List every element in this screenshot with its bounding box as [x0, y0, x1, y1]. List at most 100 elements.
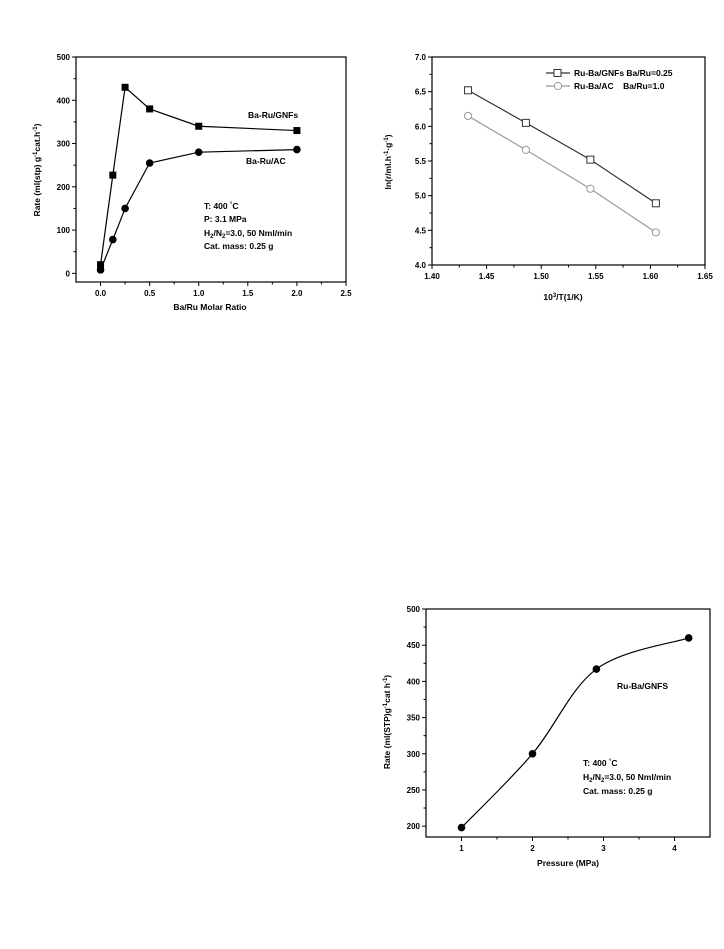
data-point-open-circle: [586, 184, 595, 193]
data-point-square: [146, 105, 154, 113]
conditions-block: T: 400 °C P: 3.1 MPa H2/N2=3.0, 50 Nml/m…: [204, 201, 292, 251]
x-tick-label: 1.55: [588, 272, 604, 281]
y-tick-label: 350: [407, 714, 421, 723]
y-tick-label: 7.0: [415, 53, 427, 62]
x-axis-label: 103/T(1/K): [543, 292, 582, 302]
y-axis-label: ln(r/ml.h-1·g-1): [383, 134, 393, 189]
y-tick-label: 0: [66, 269, 71, 278]
legend-square-marker: [553, 69, 562, 77]
y-tick-label: 500: [407, 605, 421, 614]
legend-circle-marker: [553, 81, 563, 91]
y-tick-label: 5.0: [415, 192, 427, 201]
conditions-block: T: 400 °C H2/N2=3.0, 50 Nml/min Cat. mas…: [583, 758, 671, 796]
series-markers: [96, 83, 301, 274]
data-point-circle: [293, 145, 301, 154]
tick-group: 1 2 3 4 200 250 300 350 400 450 500: [407, 605, 678, 853]
y-tick-label: 6.0: [415, 122, 427, 131]
series-markers: [463, 86, 660, 237]
condition-flow: H2/N2=3.0, 50 Nml/min: [204, 228, 292, 240]
data-point-open-circle: [463, 111, 473, 121]
x-tick-label: 1.65: [697, 272, 713, 281]
series-line-2: [99, 148, 297, 271]
data-point-open-square: [521, 118, 530, 127]
x-tick-label: 0.0: [95, 289, 107, 298]
y-tick-label: 450: [407, 641, 421, 650]
y-tick-label: 4.0: [415, 261, 427, 270]
data-point-circle: [96, 266, 105, 274]
y-tick-label: 300: [57, 140, 71, 149]
y-tick-label: 200: [57, 183, 71, 192]
data-point-square: [109, 171, 117, 179]
x-tick-label: 2.5: [340, 289, 352, 298]
x-axis-label: Pressure (MPa): [537, 858, 599, 868]
condition-mass: Cat. mass: 0.25 g: [204, 241, 273, 251]
x-tick-label: 0.5: [144, 289, 156, 298]
series-line-1: [461, 637, 689, 829]
series-lines: [99, 86, 297, 271]
condition-flow: H2/N2=3.0, 50 Nml/min: [583, 772, 671, 784]
x-tick-label: 4: [672, 844, 677, 853]
data-point-open-square: [464, 86, 473, 95]
y-axis-label: Rate (ml(stp) g-1cat.h-1): [32, 123, 42, 216]
condition-mass: Cat. mass: 0.25 g: [583, 786, 652, 796]
data-point-circle: [109, 235, 117, 244]
chart-pressure: 1 2 3 4 200 250 300 350 400 450 500 Ru-Ba/GNFS T: …: [382, 605, 711, 868]
x-tick-label: 2: [530, 844, 535, 853]
chart-arrhenius: 1.40 1.45 1.50 1.55 1.60 1.65 4.0 4.5 5.0 5.5 6.0 6…: [383, 53, 713, 302]
x-tick-label: 1: [459, 844, 464, 853]
series-line-1: [467, 89, 657, 204]
y-tick-label: 200: [407, 822, 421, 831]
data-point-square: [293, 127, 301, 135]
chart-ratio: 0.0 0.5 1.0 1.5 2.0 2.5 0 100 200 300 400 500 Ba-Ru…: [32, 53, 352, 312]
series-label-ac: Ba-Ru/AC: [246, 156, 286, 166]
x-tick-label: 1.0: [193, 289, 205, 298]
x-tick-label: 1.40: [424, 272, 440, 281]
y-tick-label: 6.5: [415, 88, 427, 97]
data-point-circle: [194, 148, 203, 156]
x-tick-label: 3: [601, 844, 606, 853]
y-tick-label: 400: [407, 677, 421, 686]
series-label-gnfs: Ru-Ba/GNFS: [617, 681, 668, 691]
y-tick-label: 400: [57, 96, 71, 105]
series-line-2: [467, 115, 657, 233]
data-point-open-circle: [651, 228, 660, 237]
legend-label-gnfs: Ru-Ba/GNFs Ba/Ru=0.25: [574, 68, 673, 78]
condition-temperature: T: 400 °C: [204, 201, 239, 211]
x-tick-label: 2.0: [291, 289, 303, 298]
x-tick-label: 1.50: [533, 272, 549, 281]
data-point-circle: [528, 749, 537, 758]
data-point-square: [97, 261, 105, 269]
tick-group: 0.0 0.5 1.0 1.5 2.0 2.5 0 100 200 300 400 500: [57, 53, 352, 298]
data-point-circle: [684, 634, 693, 642]
y-tick-label: 100: [57, 226, 71, 235]
y-tick-label: 300: [407, 750, 421, 759]
x-tick-label: 1.45: [479, 272, 495, 281]
series-label-gnfs: Ba-Ru/GNFs: [248, 110, 298, 120]
x-tick-label: 1.60: [643, 272, 659, 281]
data-point-open-circle: [521, 145, 531, 155]
data-point-circle: [145, 159, 154, 167]
x-axis-label: Ba/Ru Molar Ratio: [173, 302, 246, 312]
data-point-square: [121, 83, 129, 91]
y-tick-label: 250: [407, 786, 421, 795]
y-tick-label: 4.5: [415, 226, 427, 235]
y-axis-label: Rate (ml(STP)g-1cat h-1): [382, 675, 392, 769]
data-point-square: [195, 122, 203, 130]
tick-group: 1.40 1.45 1.50 1.55 1.60 1.65 4.0 4.5 5.0 5.5 6.0 6…: [415, 53, 713, 281]
data-point-open-square: [651, 199, 660, 208]
data-point-circle: [457, 823, 466, 832]
series-lines: [467, 89, 657, 233]
x-tick-label: 1.5: [242, 289, 254, 298]
y-tick-label: 5.5: [415, 157, 427, 166]
series-line-1: [99, 86, 297, 265]
series-markers: [457, 634, 693, 832]
legend-label-ac: Ru-Ba/AC Ba/Ru=1.0: [574, 81, 665, 91]
condition-pressure: P: 3.1 MPa: [204, 214, 247, 224]
y-tick-label: 500: [57, 53, 71, 62]
data-point-circle: [592, 665, 601, 673]
data-point-circle: [121, 204, 129, 213]
legend: Ru-Ba/GNFs Ba/Ru=0.25 Ru-Ba/AC Ba/Ru=1.0: [546, 68, 673, 91]
series-lines: [461, 637, 689, 829]
condition-temperature: T: 400 °C: [583, 758, 618, 768]
